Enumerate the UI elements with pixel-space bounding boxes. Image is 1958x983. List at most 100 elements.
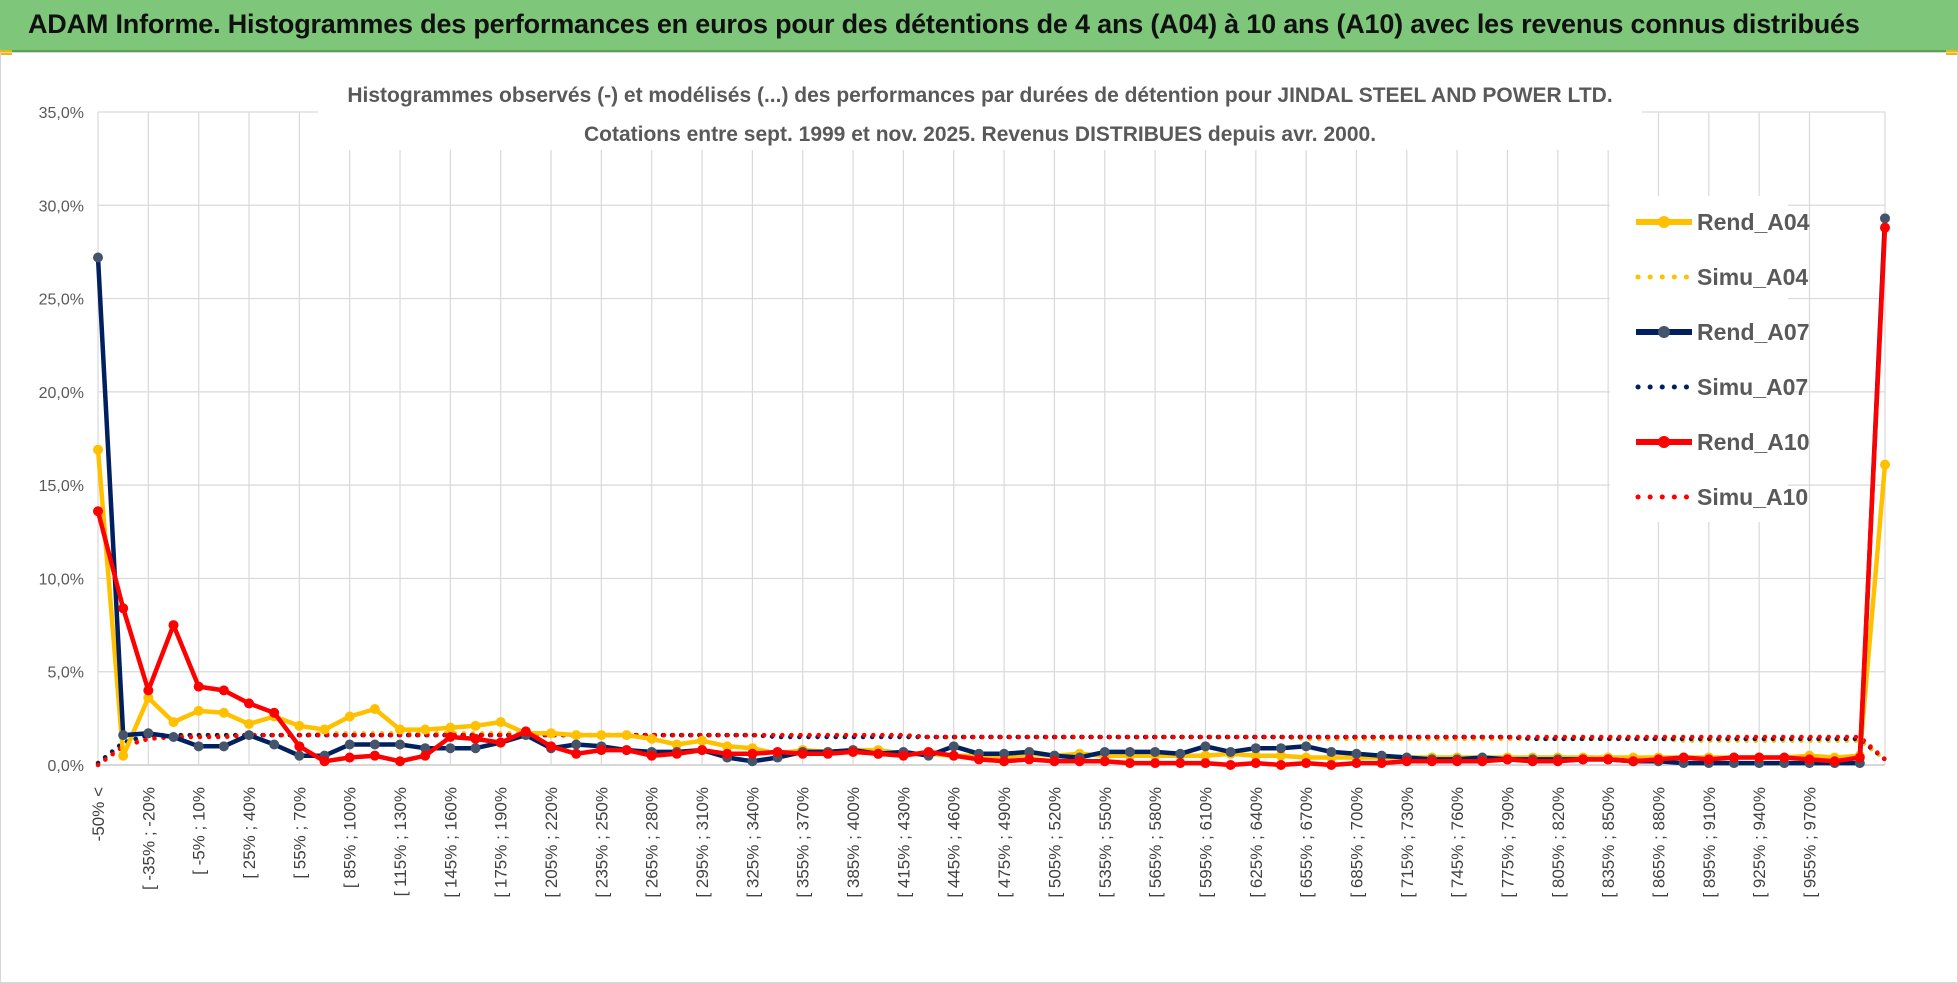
data-point xyxy=(1376,758,1387,769)
data-point xyxy=(168,620,179,631)
data-point xyxy=(747,748,758,759)
data-point xyxy=(1880,222,1890,233)
data-point xyxy=(1426,756,1437,767)
legend-item-rend_a07: Rend_A07 xyxy=(1636,319,1809,345)
chart-title: Histogrammes observés (-) et modélisés (… xyxy=(347,84,1612,107)
data-point xyxy=(1301,741,1312,752)
data-point xyxy=(1200,741,1211,752)
data-point xyxy=(369,750,380,761)
data-point xyxy=(1678,752,1689,763)
series-rend_a10 xyxy=(93,222,1890,770)
legend-label: Rend_A07 xyxy=(1697,319,1809,345)
data-point xyxy=(1326,746,1337,757)
data-point xyxy=(1880,213,1890,224)
data-point xyxy=(168,732,179,743)
y-axis-ticks: 0,0% 5,0% 10,0% 15,0% 20,0% 25,0% 30,0% 35,0% xyxy=(39,105,84,775)
legend-marker xyxy=(1658,216,1670,228)
series xyxy=(93,213,1890,770)
data-point xyxy=(93,444,103,455)
x-tick-label: [ 355% ; 370% xyxy=(794,787,813,898)
data-point xyxy=(1099,746,1110,757)
legend-label: Simu_A07 xyxy=(1697,374,1808,400)
data-point xyxy=(1250,758,1261,769)
data-point xyxy=(1754,752,1765,763)
data-point xyxy=(495,737,506,748)
series-simu_a10 xyxy=(95,732,1888,768)
data-point xyxy=(118,603,129,614)
data-point xyxy=(671,748,682,759)
data-point xyxy=(1275,760,1286,770)
data-point xyxy=(596,730,607,741)
data-point xyxy=(269,739,280,750)
data-point xyxy=(93,506,103,517)
x-tick-label: [ 235% ; 250% xyxy=(592,787,611,898)
data-point xyxy=(1175,748,1186,759)
x-tick-label: [ -35% ; -20% xyxy=(139,787,158,890)
data-point xyxy=(621,730,632,741)
legend-label: Simu_A10 xyxy=(1697,484,1808,510)
data-point xyxy=(244,718,255,729)
data-point xyxy=(1653,754,1664,765)
data-point xyxy=(873,748,884,759)
data-point xyxy=(244,698,255,709)
data-point xyxy=(948,750,959,761)
data-point xyxy=(1225,760,1236,770)
data-point xyxy=(1225,746,1236,757)
data-point xyxy=(1275,750,1286,761)
legend-item-simu_a04: Simu_A04 xyxy=(1635,264,1808,290)
data-point xyxy=(520,726,531,737)
report-title: ADAM Informe. Histogrammes des performan… xyxy=(28,9,1860,39)
data-point xyxy=(1628,756,1639,767)
x-tick-label: [ 595% ; 610% xyxy=(1196,787,1215,898)
x-tick-label: [ 85% ; 100% xyxy=(341,787,360,888)
data-point xyxy=(571,748,582,759)
data-point xyxy=(193,741,204,752)
data-point xyxy=(143,692,154,703)
data-point xyxy=(1326,760,1337,770)
data-point xyxy=(722,748,733,759)
data-point xyxy=(898,750,909,761)
data-point xyxy=(1200,758,1211,769)
x-tick-label: [ 505% ; 520% xyxy=(1045,787,1064,898)
data-point xyxy=(369,704,380,715)
data-point xyxy=(168,717,179,728)
data-point xyxy=(344,739,355,750)
x-tick-label: [ 745% ; 760% xyxy=(1448,787,1467,898)
data-point xyxy=(1250,743,1261,754)
data-point xyxy=(1477,756,1488,767)
data-point xyxy=(420,724,431,735)
y-tick-label: 20,0% xyxy=(39,385,84,402)
data-point xyxy=(319,724,330,735)
y-tick-label: 30,0% xyxy=(39,198,84,215)
data-point xyxy=(1552,756,1563,767)
y-tick-label: 25,0% xyxy=(39,292,84,309)
data-point xyxy=(722,741,733,752)
data-point xyxy=(445,722,456,733)
data-point xyxy=(1804,754,1815,765)
data-point xyxy=(445,732,456,743)
data-point xyxy=(143,685,154,696)
data-point xyxy=(294,750,305,761)
x-tick-label: [ 415% ; 430% xyxy=(894,787,913,898)
report-banner: ADAM Informe. Histogrammes des performan… xyxy=(0,0,1958,52)
data-point xyxy=(973,754,984,765)
data-point xyxy=(1250,750,1261,761)
data-point xyxy=(747,756,758,767)
data-point xyxy=(269,707,280,718)
x-tick-label: [ 145% ; 160% xyxy=(441,787,460,898)
legend-label: Rend_A10 xyxy=(1697,429,1809,455)
legend-marker xyxy=(1658,326,1670,338)
data-point xyxy=(143,728,154,739)
data-point xyxy=(596,745,607,756)
data-point xyxy=(697,745,708,756)
data-point xyxy=(1603,754,1614,765)
legend-item-rend_a10: Rend_A10 xyxy=(1636,429,1809,455)
data-point xyxy=(118,730,129,741)
legend-background xyxy=(1610,196,1788,522)
legend-item-simu_a10: Simu_A10 xyxy=(1635,484,1808,510)
data-point xyxy=(244,730,255,741)
data-point xyxy=(999,756,1010,767)
data-point xyxy=(1301,758,1312,769)
data-point xyxy=(1728,752,1739,763)
x-tick-label: [ 895% ; 910% xyxy=(1700,787,1719,898)
